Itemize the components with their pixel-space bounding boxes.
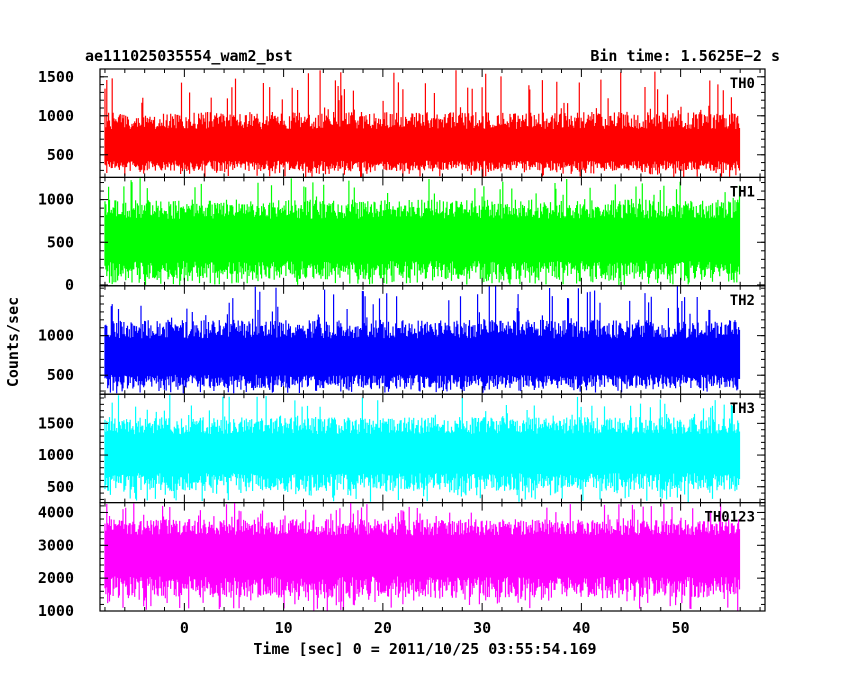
series-th1	[104, 178, 741, 285]
y-tick-label: 500	[47, 366, 74, 384]
series-th3	[104, 394, 741, 502]
panel-label-th2: TH2	[730, 293, 755, 309]
y-tick-label: 1000	[38, 191, 74, 209]
panel-th2: 500 1000 TH2	[38, 285, 766, 395]
x-tick-label: 0	[180, 619, 189, 637]
y-tick-label: 500	[47, 478, 74, 496]
y-tick-label: 500	[47, 146, 74, 164]
y-axis-title: Counts/sec	[4, 297, 22, 387]
x-tick-label: 30	[473, 619, 491, 637]
series-th0123	[104, 502, 741, 611]
panel-th0: 500 1000 1500 TH0	[38, 68, 766, 179]
series-th0	[104, 70, 741, 178]
y-tick-label: 1000	[38, 446, 74, 464]
panel-label-th0: TH0	[730, 76, 755, 92]
y-tick-label: 1000	[38, 107, 74, 125]
y-tick-label: 3000	[38, 536, 74, 554]
panel-label-th3: TH3	[730, 401, 755, 417]
x-tick-label: 10	[275, 619, 293, 637]
bin-time-label: Bin time: 1.5625E−2 s	[590, 47, 780, 65]
x-axis-title: Time [sec] 0 = 2011/10/25 03:55:54.169	[253, 640, 596, 658]
series-th2	[104, 286, 741, 394]
y-tick-label: 1000	[38, 602, 74, 620]
y-tick-label: 500	[47, 233, 74, 251]
y-tick-label: 4000	[38, 503, 74, 521]
panel-label-th0123: TH0123	[704, 510, 755, 526]
panel-label-th1: TH1	[730, 184, 755, 200]
y-tick-label: 1500	[38, 68, 74, 86]
y-tick-label: 1500	[38, 414, 74, 432]
panel-th3: 500 1000 1500 TH3	[38, 393, 766, 504]
panel-th1: 0 500 1000 TH1	[38, 176, 766, 294]
x-tick-label: 40	[572, 619, 590, 637]
x-tick-label: 20	[374, 619, 392, 637]
observation-id-title: ae111025035554_wam2_bst	[85, 47, 293, 65]
y-tick-label: 1000	[38, 327, 74, 345]
y-tick-label: 2000	[38, 569, 74, 587]
x-tick-label: 50	[672, 619, 690, 637]
panel-th0123: 1000 2000 3000 4000 TH0123	[38, 502, 766, 620]
y-tick-label: 0	[65, 276, 74, 294]
panel-frame	[99, 502, 766, 612]
